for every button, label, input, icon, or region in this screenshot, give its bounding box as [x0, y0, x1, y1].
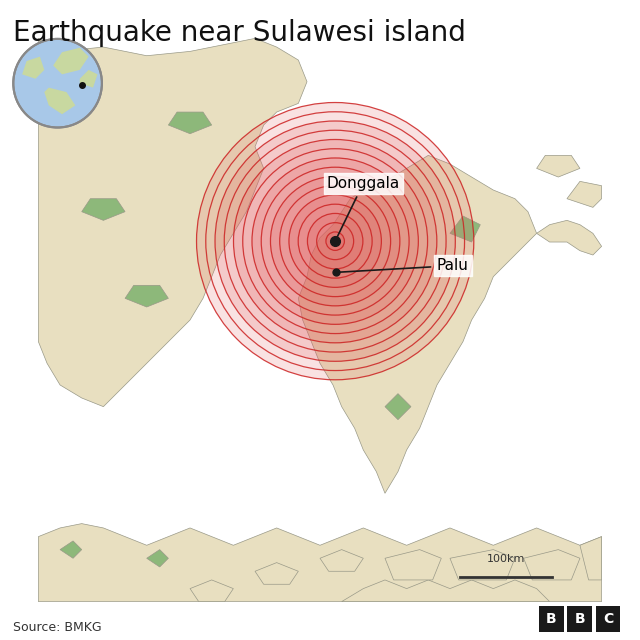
- Text: Source: BMKG: Source: BMKG: [13, 621, 101, 634]
- Circle shape: [307, 213, 363, 269]
- Text: Earthquake near Sulawesi island: Earthquake near Sulawesi island: [13, 19, 466, 47]
- Polygon shape: [385, 394, 411, 420]
- Circle shape: [234, 140, 437, 343]
- Polygon shape: [255, 563, 298, 584]
- Text: Donggala: Donggala: [326, 176, 400, 239]
- Polygon shape: [44, 88, 76, 114]
- Polygon shape: [60, 90, 90, 112]
- Polygon shape: [567, 181, 602, 207]
- FancyBboxPatch shape: [596, 606, 620, 632]
- Polygon shape: [38, 38, 307, 406]
- Polygon shape: [450, 216, 480, 242]
- FancyBboxPatch shape: [539, 606, 564, 632]
- Polygon shape: [385, 550, 442, 580]
- Circle shape: [215, 121, 455, 362]
- Text: B: B: [574, 612, 585, 626]
- Text: 100km: 100km: [486, 554, 525, 564]
- Polygon shape: [168, 112, 212, 134]
- Polygon shape: [524, 550, 580, 580]
- Circle shape: [271, 177, 400, 306]
- Polygon shape: [82, 198, 125, 220]
- Text: B: B: [546, 612, 557, 626]
- Polygon shape: [125, 285, 168, 307]
- Polygon shape: [450, 550, 515, 580]
- Polygon shape: [80, 70, 97, 88]
- Polygon shape: [536, 156, 580, 177]
- Circle shape: [13, 39, 102, 127]
- Circle shape: [252, 158, 419, 324]
- Polygon shape: [580, 536, 602, 580]
- Circle shape: [289, 195, 381, 287]
- Polygon shape: [320, 550, 364, 572]
- Text: Palu: Palu: [339, 258, 469, 273]
- Polygon shape: [342, 580, 550, 602]
- FancyBboxPatch shape: [568, 606, 592, 632]
- Polygon shape: [147, 550, 168, 567]
- Circle shape: [326, 232, 344, 250]
- Polygon shape: [536, 220, 602, 255]
- Text: C: C: [603, 612, 613, 626]
- Polygon shape: [22, 56, 44, 79]
- Polygon shape: [298, 156, 536, 493]
- Polygon shape: [60, 541, 82, 558]
- Circle shape: [196, 102, 474, 380]
- Polygon shape: [53, 48, 88, 74]
- Polygon shape: [38, 524, 602, 602]
- Polygon shape: [190, 580, 234, 602]
